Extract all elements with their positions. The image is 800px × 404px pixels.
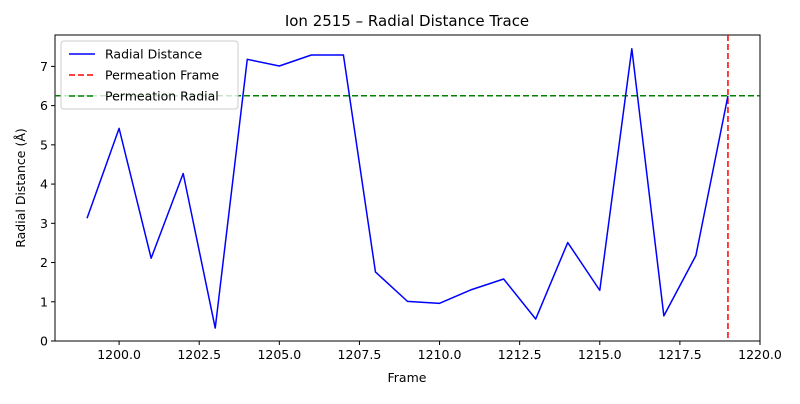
legend-label: Permeation Radial: [105, 89, 219, 104]
x-tick-label: 1207.5: [338, 347, 382, 362]
x-axis-label: Frame: [388, 370, 427, 385]
x-tick-label: 1200.0: [97, 347, 141, 362]
y-tick-label: 5: [40, 137, 48, 152]
y-tick-label: 7: [40, 59, 48, 74]
x-tick-label: 1220.0: [738, 347, 782, 362]
y-tick-label: 4: [40, 177, 48, 192]
y-tick-label: 6: [40, 98, 48, 113]
x-tick-label: 1202.5: [177, 347, 221, 362]
y-axis-label: Radial Distance (Å): [13, 128, 28, 248]
y-tick-label: 2: [40, 255, 48, 270]
y-axis: 0 1 2 3 4 5 6 7: [40, 59, 55, 349]
legend-label: Radial Distance: [105, 47, 203, 62]
x-tick-label: 1215.0: [578, 347, 622, 362]
x-tick-label: 1205.0: [257, 347, 301, 362]
x-axis: 1200.0 1202.5 1205.0 1207.5 1210.0 1212.5 1215…: [97, 341, 782, 362]
chart-title: Ion 2515 – Radial Distance Trace: [285, 12, 529, 30]
y-tick-label: 3: [40, 216, 48, 231]
x-tick-label: 1210.0: [418, 347, 462, 362]
legend: Radial Distance Permeation Frame Permeatio…: [61, 41, 238, 109]
legend-label: Permeation Frame: [105, 68, 219, 83]
x-tick-label: 1217.5: [658, 347, 702, 362]
x-tick-label: 1212.5: [498, 347, 542, 362]
y-tick-label: 1: [40, 294, 48, 309]
y-tick-label: 0: [40, 334, 48, 349]
